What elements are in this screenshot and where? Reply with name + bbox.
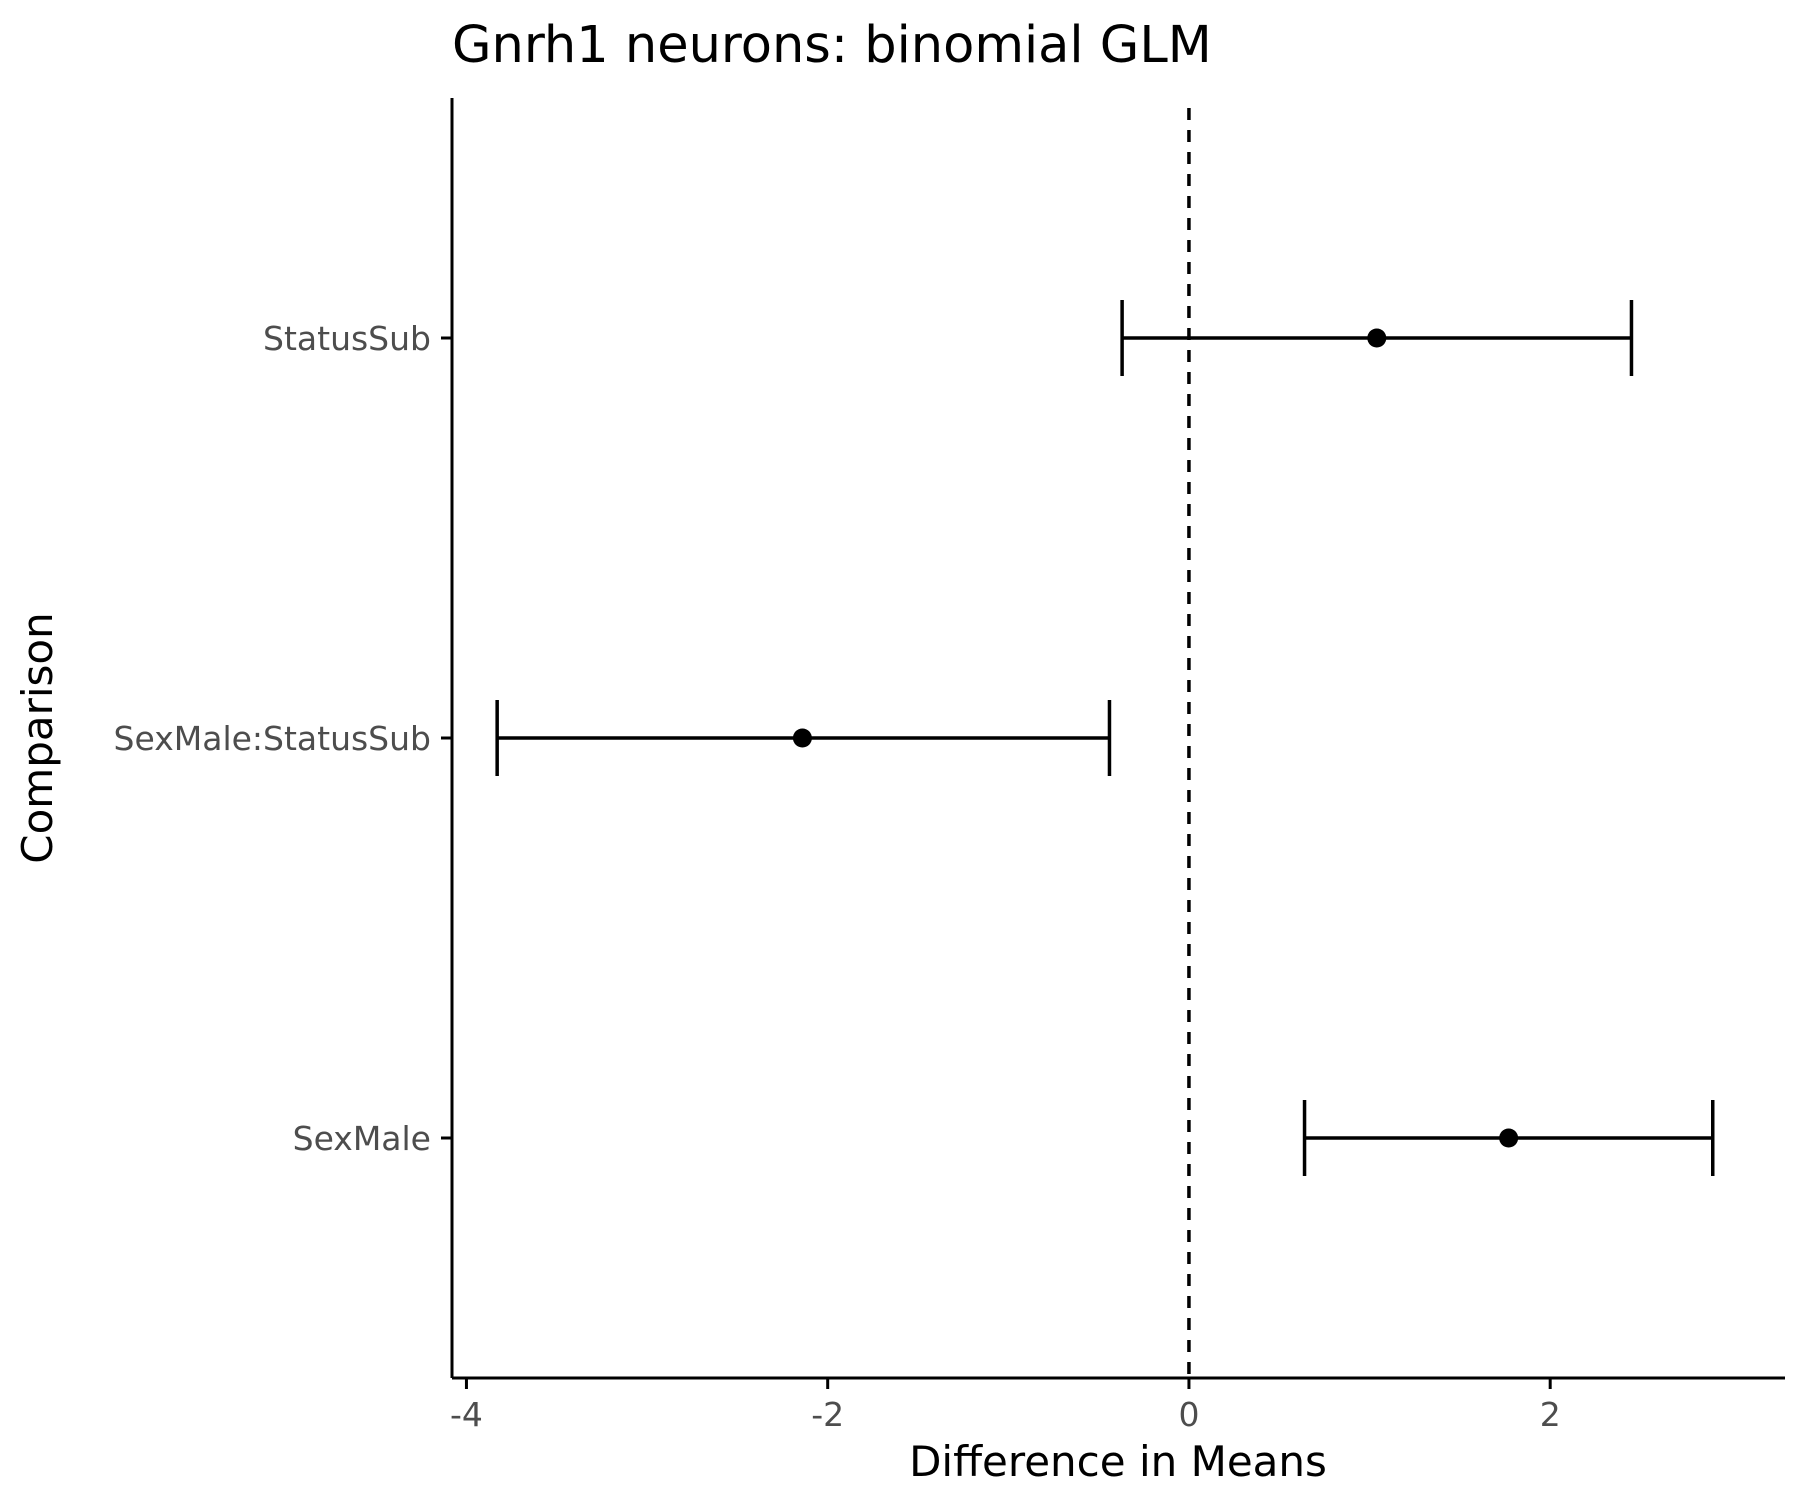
error-bar-2 <box>1302 1100 1715 1176</box>
x-tick-label: 2 <box>1540 1395 1561 1434</box>
x-tick-label: -4 <box>450 1395 483 1434</box>
error-bar-0 <box>1120 300 1634 376</box>
x-tick-label: -2 <box>811 1395 844 1434</box>
y-axis-title: Comparison <box>13 612 62 863</box>
y-axis-ticks: StatusSub SexMale:StatusSub SexMale <box>114 319 452 1158</box>
error-bar-1 <box>495 700 1112 776</box>
y-tick-label: StatusSub <box>263 319 431 358</box>
x-tick-label: 0 <box>1178 1395 1199 1434</box>
chart-title: Gnrh1 neurons: binomial GLM <box>452 16 1212 75</box>
y-tick-label: SexMale <box>293 1119 431 1158</box>
point-estimate <box>1367 328 1387 348</box>
point-estimate <box>792 728 812 748</box>
point-estimate <box>1499 1128 1519 1148</box>
y-tick-label: SexMale:StatusSub <box>114 719 431 758</box>
x-axis-ticks: -4 -2 0 2 <box>450 1378 1561 1434</box>
x-axis-title: Difference in Means <box>909 1437 1327 1486</box>
error-bars <box>495 300 1715 1176</box>
